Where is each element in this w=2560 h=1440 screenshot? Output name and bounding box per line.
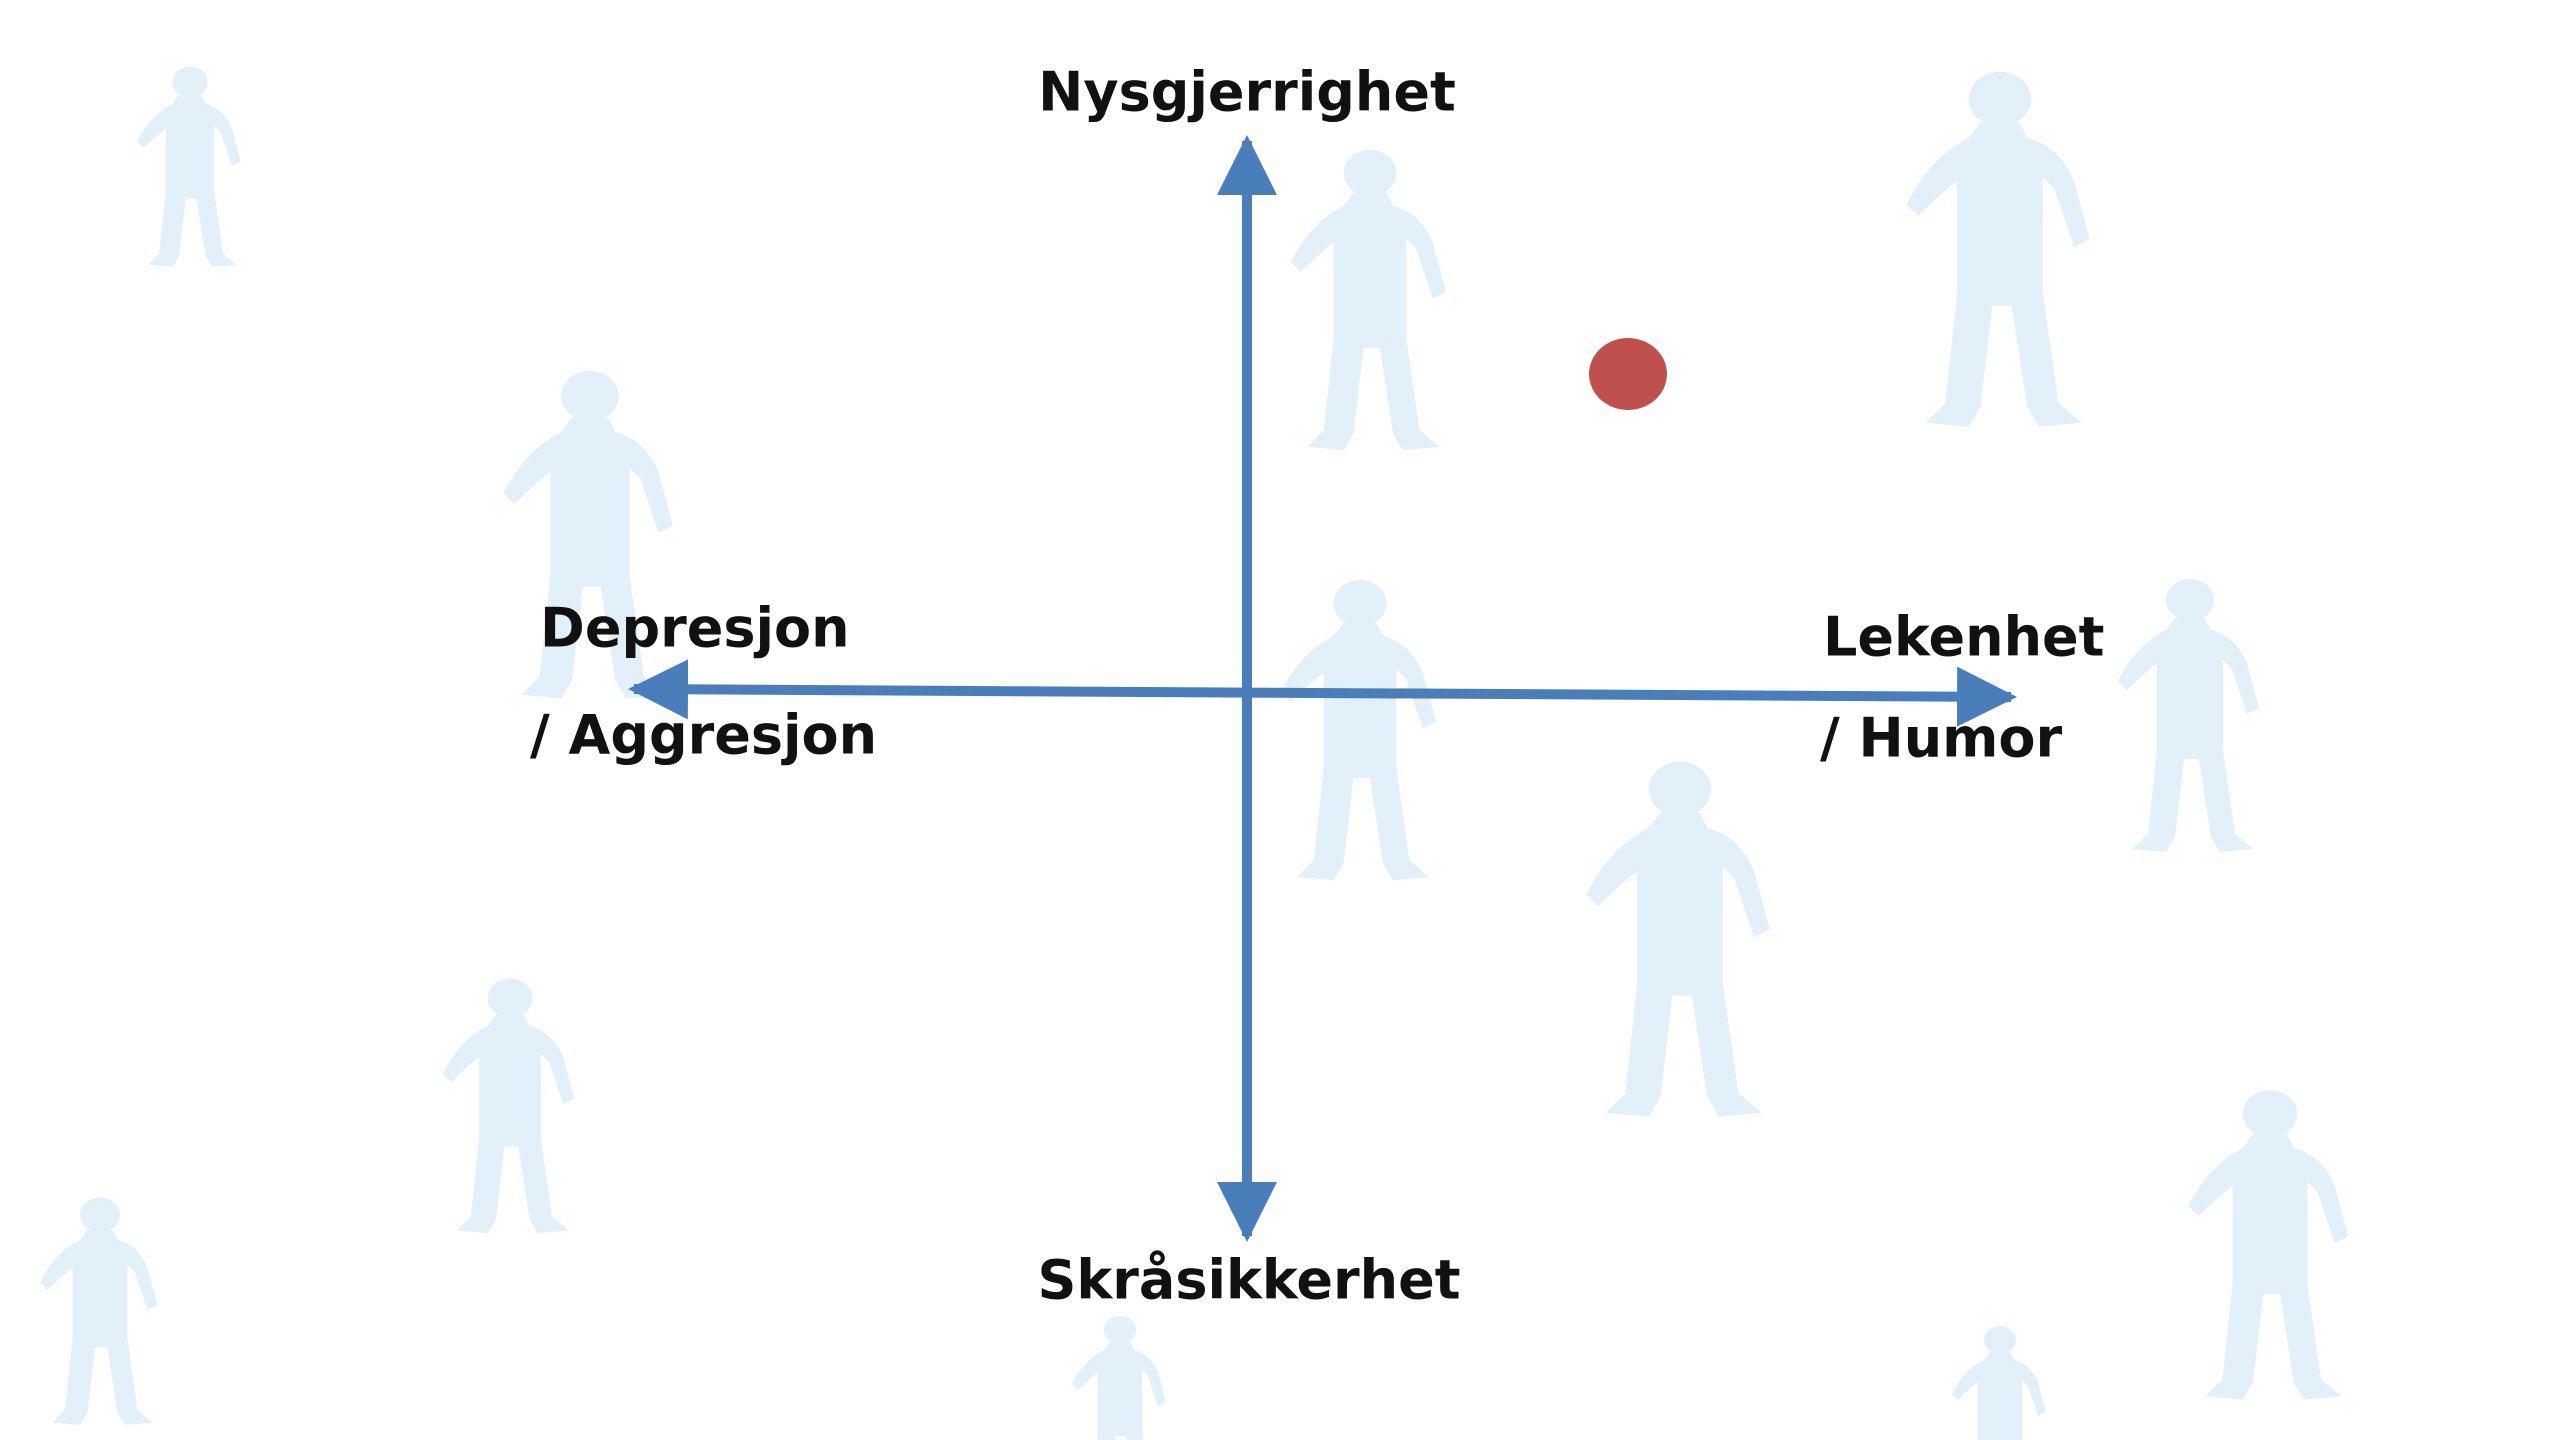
position-dot [1589,338,1667,410]
left-label: / Aggresjon [530,704,877,767]
top-label: Nysgjerrighet [1038,61,1456,124]
right-label: / Humor [1820,707,2063,770]
page: Nysgjerrighet Skråsikkerhet Depresjon / … [0,0,2560,1440]
bottom-label: Skråsikkerhet [1037,1249,1460,1312]
right-label: Lekenhet [1823,606,2104,669]
horizontal-axis [634,689,2011,697]
left-label: Depresjon [540,597,850,660]
slide: Nysgjerrighet Skråsikkerhet Depresjon / … [0,0,2560,1440]
